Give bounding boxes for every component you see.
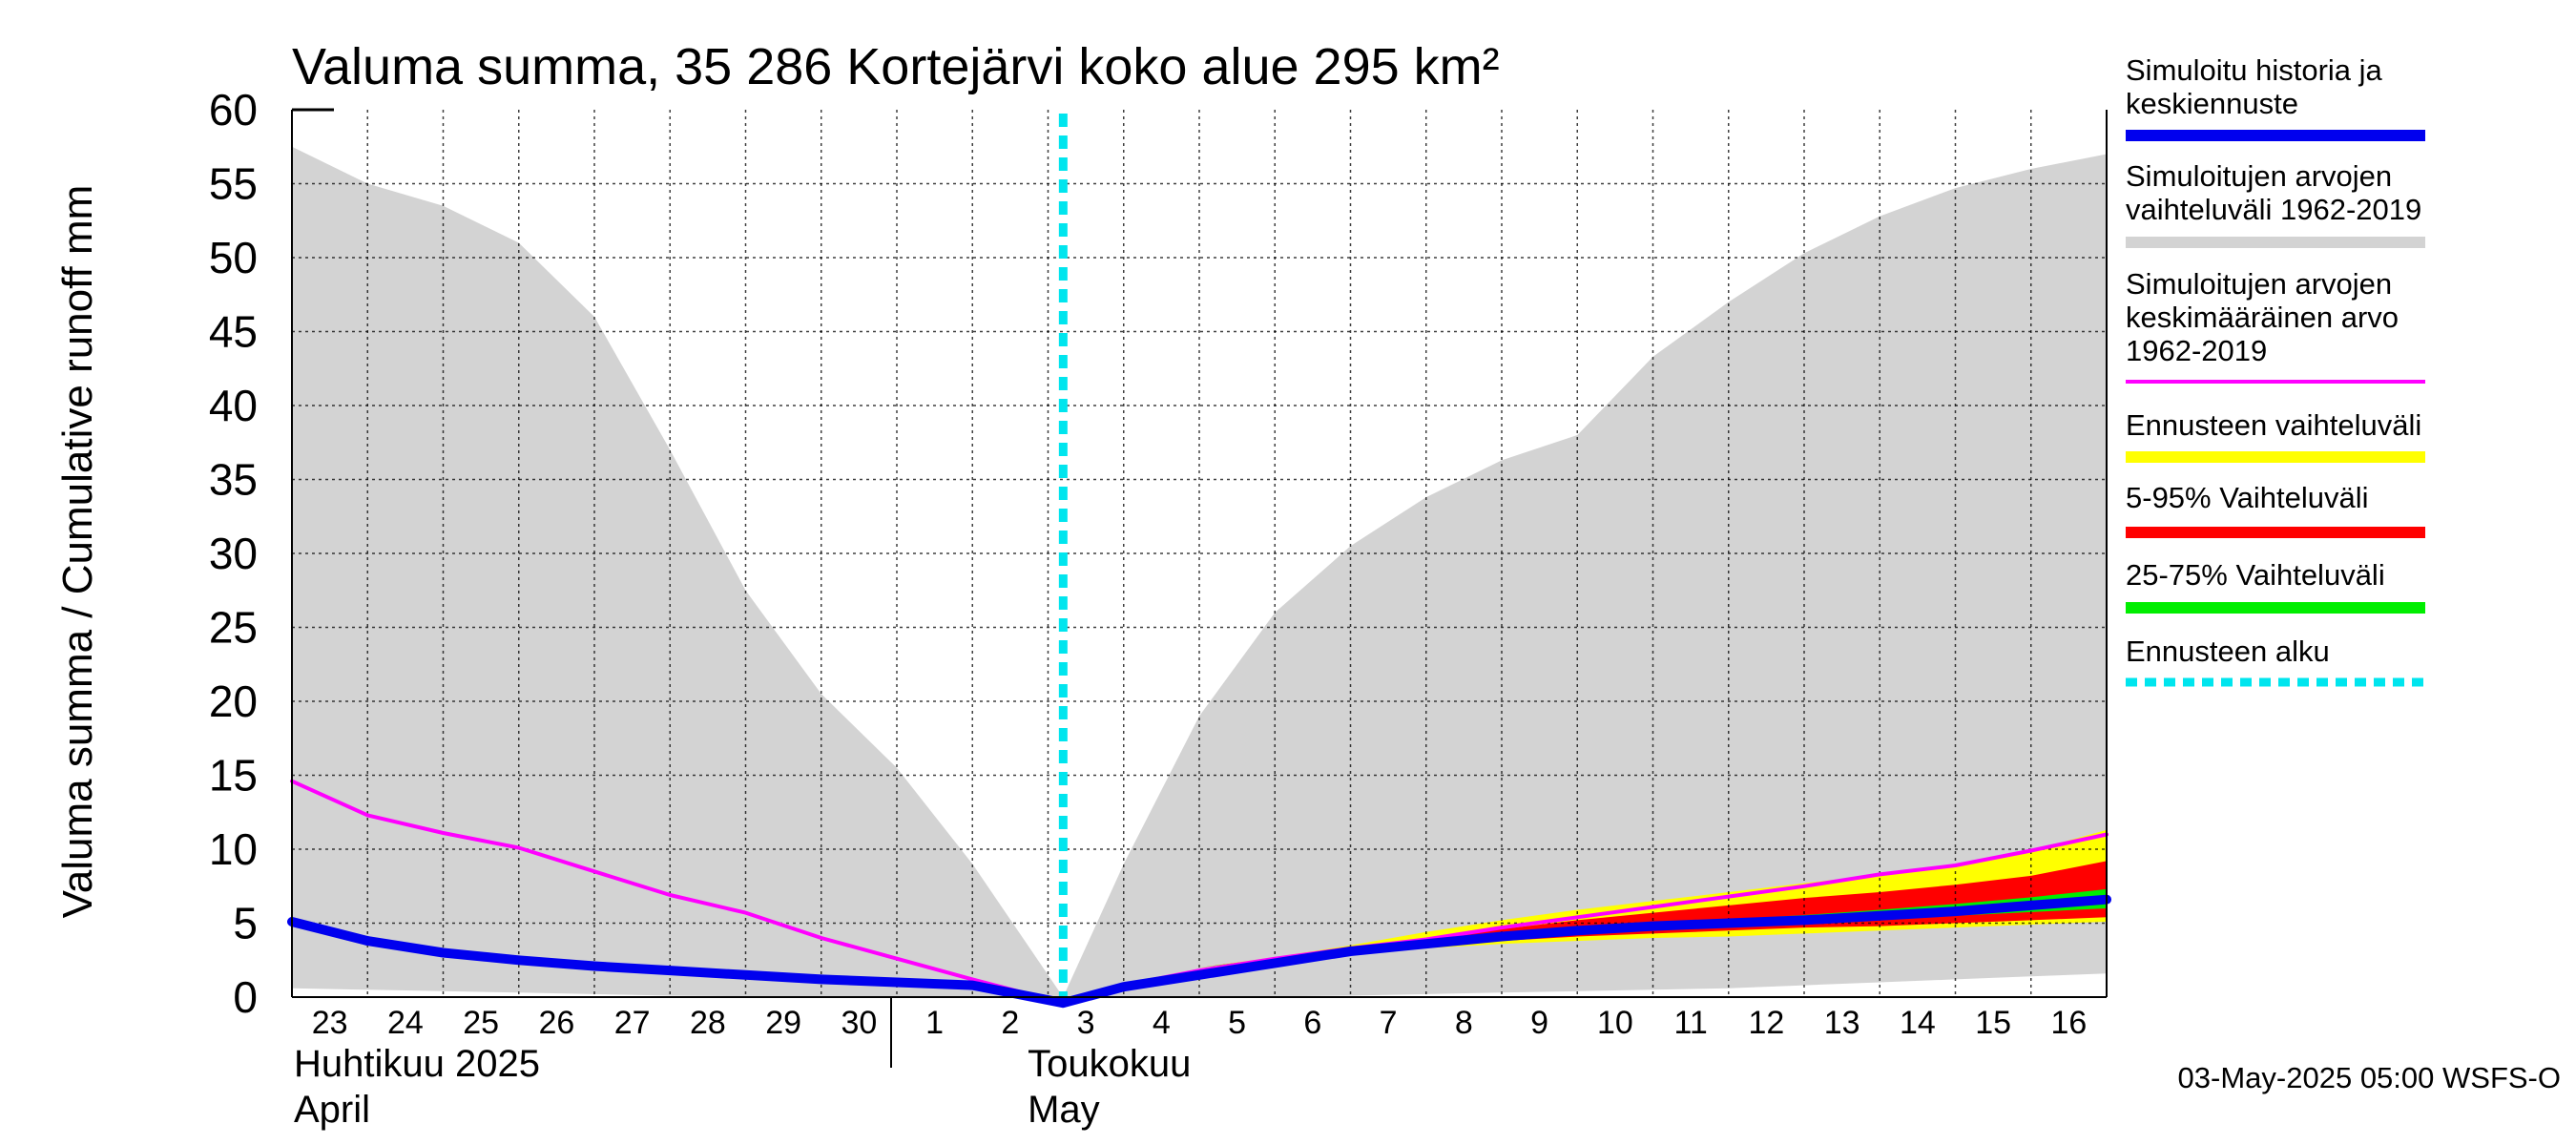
month-label-line1: Toukokuu [1028,1043,1191,1085]
month-label-line2: May [1028,1089,1100,1131]
x-tick-label: 3 [1077,1005,1095,1041]
x-tick-label: 2 [1001,1005,1019,1041]
plot-frame [291,108,2108,998]
x-tick-label: 27 [614,1005,651,1041]
x-tick-label: 30 [841,1005,877,1041]
y-tick-label: 0 [233,972,258,1022]
y-tick-label: 55 [209,159,258,209]
x-tick-label: 24 [387,1005,424,1041]
y-tick-label: 25 [209,603,258,653]
x-tick-label: 8 [1455,1005,1473,1041]
legend-label: Ennusteen vaihteluväli [2126,408,2421,442]
legend-label: 1962-2019 [2126,334,2267,367]
x-tick-label: 28 [690,1005,726,1041]
y-tick-label: 50 [209,233,258,282]
x-tick-label: 4 [1153,1005,1171,1041]
x-tick-label: 7 [1380,1005,1398,1041]
legend-label: Simuloitujen arvojen [2126,159,2392,193]
grid-lines [292,110,2107,997]
y-tick-label: 60 [209,85,258,135]
x-tick-label: 15 [1975,1005,2011,1041]
x-tick-label: 10 [1597,1005,1633,1041]
x-tick-label: 23 [312,1005,348,1041]
month-label-line2: April [294,1089,370,1131]
x-tick-label: 16 [2050,1005,2087,1041]
y-tick-label: 45 [209,307,258,357]
x-tick-label: 26 [538,1005,574,1041]
y-tick-label: 10 [209,824,258,874]
x-tick-label: 1 [925,1005,944,1041]
x-tick-label: 14 [1900,1005,1936,1041]
legend-label: vaihteluväli 1962-2019 [2126,193,2421,226]
y-axis-label: Valuma summa / Cumulative runoff mm [54,185,101,919]
series-line-5 [287,894,2111,1009]
y-tick-label: 35 [209,455,258,505]
y-tick-label: 20 [209,677,258,726]
chart-title: Valuma summa, 35 286 Kortejärvi koko alu… [292,38,1500,95]
x-tick-label: 12 [1748,1005,1784,1041]
footer-timestamp: 03-May-2025 05:00 WSFS-O [2178,1061,2561,1094]
x-tick-label: 25 [463,1005,499,1041]
month-label-line1: Huhtikuu 2025 [294,1043,540,1085]
legend-label: 5-95% Vaihteluväli [2126,481,2368,514]
legend-label: 25-75% Vaihteluväli [2126,558,2385,592]
legend-label: keskiennuste [2126,87,2298,120]
y-tick-label: 40 [209,381,258,430]
x-axis-ticks: 23 24 25 26 27 28 29 30 1 2 3 4 5 6 7 8 9 10 11 12 13 14 15 16 [312,997,2087,1068]
x-tick-label: 11 [1673,1005,1707,1041]
x-tick-label: 13 [1824,1005,1860,1041]
legend-label: Ennusteen alku [2126,635,2330,668]
x-tick-label: 6 [1303,1005,1321,1041]
x-tick-label: 9 [1530,1005,1548,1041]
x-tick-label: 5 [1228,1005,1246,1041]
legend-label: Simuloitu historia ja [2126,53,2383,87]
legend-label: Simuloitujen arvojen [2126,267,2392,301]
y-tick-label: 15 [209,751,258,801]
y-axis-ticks: 0 5 10 15 20 25 30 35 40 45 50 55 60 [209,85,258,1022]
band-1 [1063,829,2107,997]
y-tick-label: 5 [233,899,258,948]
legend-label: keskimääräinen arvo [2126,301,2399,334]
y-tick-label: 30 [209,529,258,578]
x-tick-label: 29 [765,1005,801,1041]
series-lines [287,779,2111,1009]
